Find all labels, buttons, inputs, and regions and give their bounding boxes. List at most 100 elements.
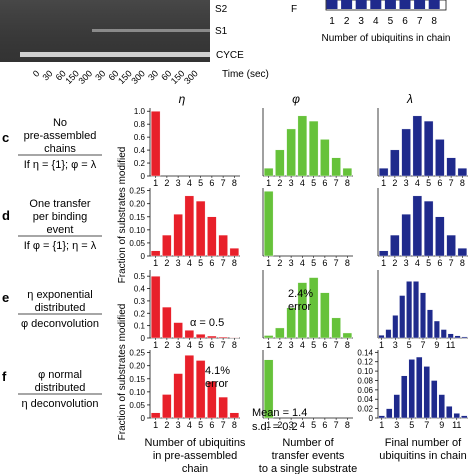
bar bbox=[150, 275, 161, 339]
bar bbox=[392, 315, 399, 339]
y-tick-label: 0.4 bbox=[134, 146, 146, 155]
bar bbox=[420, 292, 426, 339]
bar bbox=[286, 128, 296, 177]
col-header-lambda: λ bbox=[406, 92, 413, 106]
x-tick-label: 5 bbox=[426, 258, 431, 268]
row-description-line: distributed bbox=[35, 302, 86, 314]
y-tick-label: 0.5 bbox=[134, 272, 146, 281]
row-condition: If η = {1}; φ = λ bbox=[24, 159, 97, 171]
bar bbox=[218, 234, 228, 257]
top-chart-tick: 1 bbox=[329, 16, 335, 27]
y-tick-label: 0.10 bbox=[129, 388, 145, 397]
y-tick-label: 0.6 bbox=[134, 133, 146, 142]
bar bbox=[297, 115, 308, 177]
x-tick-label: 1 bbox=[266, 420, 271, 430]
annotation-sd: s.d. = 0.2 bbox=[252, 421, 298, 433]
bar bbox=[275, 149, 285, 177]
x-tick-label: 2 bbox=[392, 178, 397, 188]
top-chart-bar bbox=[384, 0, 396, 9]
y-tick-label: 0.15 bbox=[129, 213, 145, 222]
x-tick-label: 3 bbox=[289, 340, 294, 350]
y-tick-label: 0 bbox=[141, 334, 146, 343]
x-tick-label: 4 bbox=[187, 178, 192, 188]
bar bbox=[454, 335, 461, 339]
y-tick-label: 0.10 bbox=[129, 226, 145, 235]
x-tick-label: 7 bbox=[334, 258, 339, 268]
top-chart-tick: 5 bbox=[388, 16, 394, 27]
bar bbox=[440, 329, 447, 339]
x-tick-label: 8 bbox=[232, 420, 237, 430]
bar bbox=[426, 309, 433, 339]
bar bbox=[390, 149, 400, 177]
x-tick-label: 1 bbox=[153, 258, 158, 268]
x-tick-label: 5 bbox=[198, 420, 203, 430]
x-tick-label: 4 bbox=[187, 340, 192, 350]
gel-band-s1 bbox=[92, 29, 210, 32]
row-letter: e bbox=[2, 290, 9, 305]
chart-panel-c-eta: 0 0.2 0.4 0.6 0.8 1.0 1 2 3 4 5 6 7 8 bbox=[134, 107, 240, 188]
annotation-alpha: α = 0.5 bbox=[190, 317, 224, 329]
ylabel-upper: Fraction of substrates modified bbox=[117, 147, 128, 284]
top-chart-tick: 6 bbox=[402, 16, 408, 27]
row-description-line: per binding bbox=[33, 211, 87, 223]
bar bbox=[150, 250, 161, 257]
x-tick-label: 8 bbox=[345, 420, 350, 430]
y-tick-label: 0.8 bbox=[134, 120, 146, 129]
top-chart-bar bbox=[428, 0, 440, 9]
bar bbox=[423, 200, 434, 257]
top-chart-tick: 4 bbox=[373, 16, 379, 27]
x-tick-label: 3 bbox=[176, 178, 181, 188]
y-tick-label: 0.2 bbox=[134, 309, 146, 318]
x-tick-label: 7 bbox=[334, 340, 339, 350]
bar bbox=[457, 167, 468, 177]
x-tick-label: 3 bbox=[289, 258, 294, 268]
chart-panels: 00.20.40.60.81.01 2 3 4 5 6 7 8 1 2 3 4 5 6 7 8 1 2 3 4 5 6 7 8… bbox=[129, 107, 468, 430]
bar bbox=[446, 406, 453, 419]
bar bbox=[150, 111, 161, 177]
y-tick-label: 0 bbox=[141, 414, 146, 423]
x-tick-label: 7 bbox=[221, 420, 226, 430]
x-tick-label: 7 bbox=[334, 420, 339, 430]
annotation-mean: Mean = 1.4 bbox=[252, 407, 307, 419]
x-tick-label: 6 bbox=[209, 340, 214, 350]
x-tick-label: 1 bbox=[266, 340, 271, 350]
x-tick-label: 4 bbox=[300, 420, 305, 430]
bar bbox=[320, 292, 330, 339]
y-tick-label: 0.06 bbox=[357, 386, 373, 395]
bar bbox=[393, 394, 400, 419]
top-chart-tick: 2 bbox=[344, 16, 350, 27]
x-tick-label: 3 bbox=[289, 178, 294, 188]
x-tick-label: 2 bbox=[392, 258, 397, 268]
row-description-line: One transfer bbox=[29, 198, 90, 210]
bar bbox=[331, 317, 341, 339]
chart-panel-f-lambda: 00.020.040.060.080.100.120.14 1 3 5 7 9 11 bbox=[357, 348, 468, 430]
x-tick-label: 5 bbox=[426, 178, 431, 188]
y-tick-label: 0.15 bbox=[129, 375, 145, 384]
row-condition: If φ = {1}; η = λ bbox=[24, 240, 97, 252]
bar bbox=[331, 157, 341, 177]
bar bbox=[229, 412, 240, 419]
row-description-line: event bbox=[47, 224, 74, 236]
gel-time-tick: 0 bbox=[31, 68, 42, 79]
bar bbox=[218, 396, 228, 419]
x-tick-label: 11 bbox=[452, 420, 461, 430]
x-tick-label: 5 bbox=[407, 340, 412, 350]
annotation-err-e-1: 2.4% bbox=[288, 288, 313, 300]
x-tick-label: 4 bbox=[300, 340, 305, 350]
x-tick-label: 7 bbox=[221, 340, 226, 350]
x-tick-label: 4 bbox=[187, 258, 192, 268]
row-description-line: distributed bbox=[35, 382, 86, 394]
gel-label-s1: S1 bbox=[215, 26, 228, 37]
top-chart-bar bbox=[355, 0, 367, 9]
bar bbox=[378, 250, 389, 257]
x-tick-label: 8 bbox=[345, 178, 350, 188]
x-tick-label: 3 bbox=[176, 258, 181, 268]
bar bbox=[229, 247, 240, 257]
x-tick-label: 9 bbox=[439, 420, 444, 430]
bar bbox=[399, 295, 406, 339]
x-tick-label: 6 bbox=[437, 258, 442, 268]
bar bbox=[446, 157, 456, 177]
